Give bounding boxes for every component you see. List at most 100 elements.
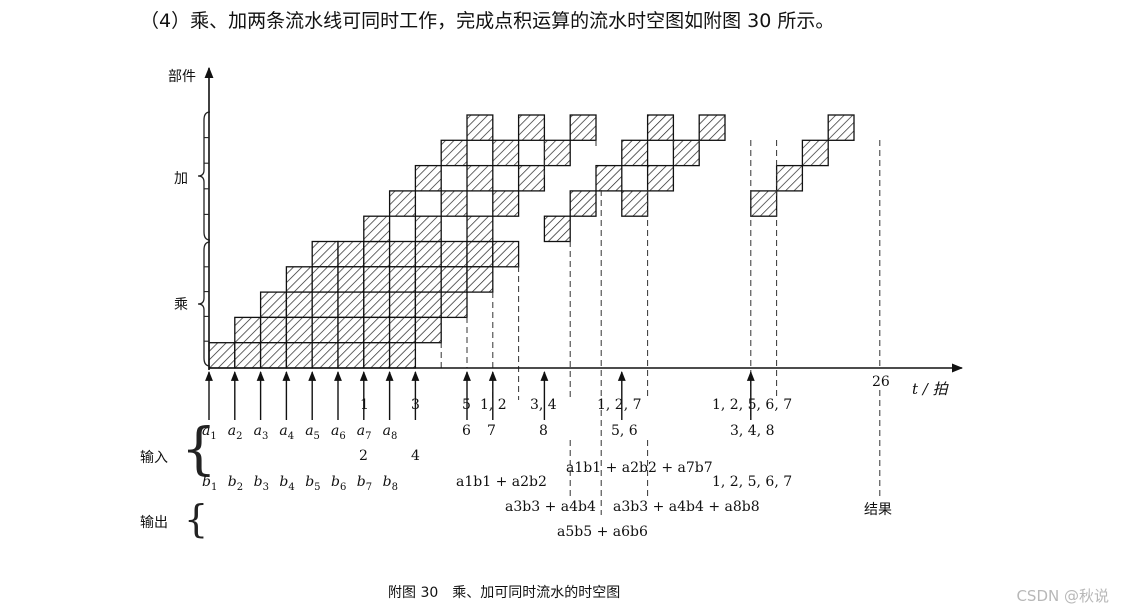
pipeline-cell bbox=[646, 114, 675, 141]
pipeline-cell bbox=[208, 342, 236, 369]
pipeline-cell bbox=[311, 316, 339, 344]
tick-label: 1, 2 bbox=[480, 397, 507, 413]
pipeline-cell bbox=[414, 266, 442, 293]
pipeline-cell bbox=[414, 215, 442, 243]
pipeline-cell bbox=[259, 291, 288, 319]
axes bbox=[204, 66, 964, 373]
operand-label: b4 bbox=[279, 474, 295, 493]
pipeline-cell bbox=[363, 316, 391, 344]
pipeline-cell bbox=[337, 342, 365, 369]
pipeline-cell bbox=[311, 342, 339, 369]
pipeline-cell bbox=[388, 190, 417, 217]
operand-label: a6 bbox=[331, 423, 346, 442]
operand-label: b7 bbox=[356, 474, 373, 493]
pipeline-cell bbox=[466, 164, 494, 192]
pipeline-cell bbox=[388, 240, 417, 268]
pipeline-cell bbox=[621, 190, 649, 217]
tick-label: 7 bbox=[487, 423, 496, 439]
pipeline-cell bbox=[492, 139, 520, 167]
pipeline-cell bbox=[440, 139, 468, 167]
pipeline-cell bbox=[646, 164, 675, 192]
pipeline-cell bbox=[259, 316, 288, 344]
pipeline-cell bbox=[569, 114, 597, 141]
group-label-mul: 乘 bbox=[174, 297, 188, 313]
pipeline-cell bbox=[285, 266, 313, 293]
pipeline-cell bbox=[517, 114, 546, 141]
pipeline-cell bbox=[801, 139, 829, 167]
pipeline-cell bbox=[440, 240, 468, 268]
pipeline-cell bbox=[827, 114, 855, 141]
pipeline-cell bbox=[466, 114, 494, 141]
pipeline-cell bbox=[595, 164, 623, 192]
group-label-add: 加 bbox=[174, 171, 188, 187]
pipeline-cell bbox=[414, 316, 442, 344]
pipeline-cell bbox=[363, 215, 391, 243]
x-axis-label-text: t / 拍 bbox=[912, 380, 948, 398]
expression: a5b5 + a6b6 bbox=[557, 524, 648, 540]
pipeline-cell bbox=[517, 164, 546, 192]
pipeline-cell bbox=[363, 266, 391, 293]
tick-label: 3, 4 bbox=[530, 397, 557, 413]
pipeline-cell bbox=[388, 342, 417, 369]
pipeline-cell bbox=[440, 190, 468, 217]
watermark: CSDN @秋说 bbox=[1016, 587, 1109, 605]
input-row-label: 输入 bbox=[140, 450, 168, 466]
tick-label: 1, 2, 5, 6, 7 bbox=[712, 474, 793, 490]
y-axis-label: 部件 bbox=[168, 69, 196, 85]
pipeline-cell bbox=[750, 190, 778, 217]
expression: a1b1 + a2b2 bbox=[456, 474, 547, 490]
pipeline-cell bbox=[621, 139, 649, 167]
heading-text: （4）乘、加两条流水线可同时工作，完成点积运算的流水时空图如附图 30 所示。 bbox=[140, 10, 835, 32]
pipeline-cell bbox=[337, 266, 365, 293]
tick-label: 5 bbox=[462, 397, 471, 413]
operand-label: b3 bbox=[253, 474, 269, 493]
pipeline-cell bbox=[388, 291, 417, 319]
tick-label: 1 bbox=[360, 397, 369, 413]
result-label: 结果 bbox=[864, 502, 892, 518]
tick-label: 1, 2, 5, 6, 7 bbox=[712, 397, 793, 413]
x-axis-label: t / 拍 bbox=[912, 378, 948, 399]
pipeline-cell bbox=[234, 342, 262, 369]
operand-label: a5 bbox=[305, 423, 320, 442]
pipeline-cell bbox=[440, 266, 468, 293]
operand-label: a7 bbox=[356, 423, 372, 442]
input-brace: { bbox=[181, 417, 217, 482]
operand-label: b6 bbox=[331, 474, 347, 493]
tick-label: 5, 6 bbox=[611, 423, 638, 439]
operand-label: a8 bbox=[382, 423, 398, 442]
input-arrows bbox=[205, 371, 755, 420]
pipeline-cell bbox=[414, 291, 442, 319]
tick-label: 3, 4, 8 bbox=[730, 423, 775, 439]
tick-label: 6 bbox=[462, 423, 471, 439]
pipeline-cell bbox=[234, 316, 262, 344]
pipeline-cells bbox=[208, 114, 855, 369]
pipeline-cell bbox=[543, 139, 571, 167]
operand-label: b1 bbox=[202, 474, 218, 493]
tick-label: 8 bbox=[539, 423, 548, 439]
pipeline-cell bbox=[259, 342, 288, 369]
stage-brace bbox=[197, 241, 211, 367]
operand-label: a4 bbox=[279, 423, 295, 442]
pipeline-cell bbox=[363, 291, 391, 319]
tick-label: 4 bbox=[411, 448, 420, 464]
operand-label: a1 bbox=[202, 423, 217, 442]
pipeline-cell bbox=[311, 240, 339, 268]
expression: a3b3 + a4b4 + a8b8 bbox=[613, 499, 760, 515]
pipeline-cell bbox=[388, 266, 417, 293]
pipeline-cell bbox=[388, 316, 417, 344]
pipeline-cell bbox=[363, 342, 391, 369]
pipeline-cell bbox=[337, 291, 365, 319]
output-row-label: 输出 bbox=[140, 515, 168, 531]
pipeline-cell bbox=[569, 190, 597, 217]
pipeline-cell bbox=[466, 240, 494, 268]
operand-label: a3 bbox=[253, 423, 269, 442]
pipeline-cell bbox=[285, 291, 313, 319]
stage-braces bbox=[197, 111, 211, 367]
pipeline-cell bbox=[363, 240, 391, 268]
expression: a3b3 + a4b4 bbox=[505, 499, 596, 515]
pipeline-cell bbox=[672, 139, 700, 167]
pipeline-cell bbox=[440, 291, 468, 319]
expression: a1b1 + a2b2 + a7b7 bbox=[566, 460, 713, 476]
operand-label: b8 bbox=[382, 474, 398, 493]
